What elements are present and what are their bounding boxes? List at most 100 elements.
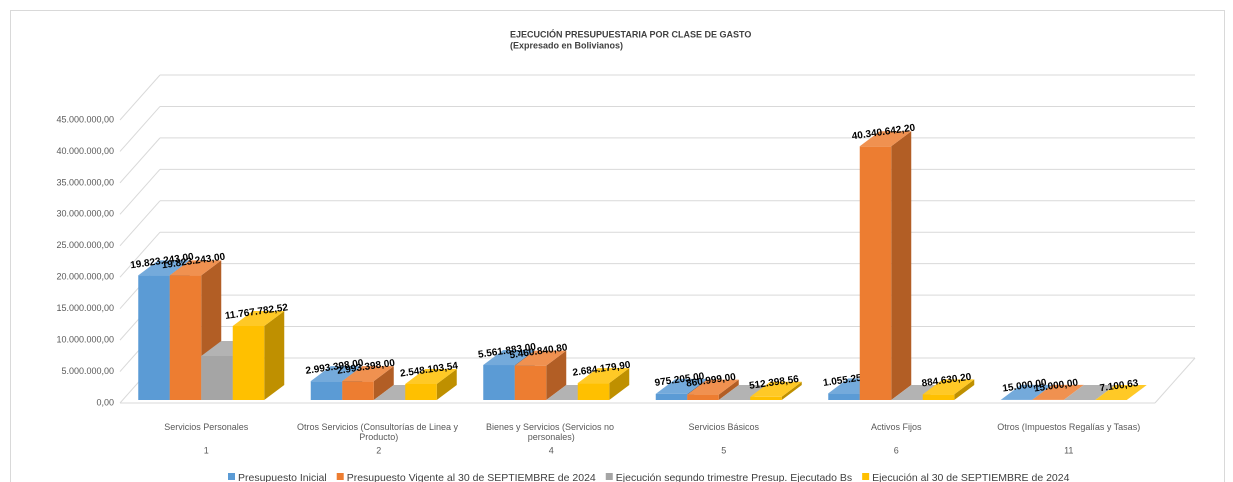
grid-line xyxy=(119,231,161,278)
bar-top xyxy=(483,350,535,366)
bar-side xyxy=(781,381,802,400)
bar xyxy=(1032,384,1084,400)
bar-top xyxy=(718,385,771,400)
bar xyxy=(1063,385,1116,400)
bar-top xyxy=(1095,384,1147,400)
grid-line xyxy=(119,200,161,247)
x-tick-label: Activos Fijos xyxy=(871,422,922,432)
y-tick-label: 45.000.000,00 xyxy=(56,114,114,124)
x-tick-line: Producto) xyxy=(359,432,398,442)
bar-side xyxy=(1063,384,1084,400)
bar xyxy=(922,379,975,400)
bar-top xyxy=(138,260,190,276)
floor-edge xyxy=(1154,357,1196,404)
chart-border xyxy=(10,10,1225,482)
x-tick-code: 4 xyxy=(549,445,554,455)
x-tick-label: Otros (Impuestos Regalías y Tasas) xyxy=(997,422,1140,432)
x-tick-code: 6 xyxy=(894,445,899,455)
y-tick-label: 35.000.000,00 xyxy=(56,177,114,187)
bar-front xyxy=(201,355,233,400)
bar-side xyxy=(436,368,457,400)
bar xyxy=(891,385,943,400)
bar-front xyxy=(483,365,515,400)
grid-line xyxy=(119,74,161,121)
bar-front xyxy=(828,393,860,400)
bar xyxy=(514,350,567,400)
bar-front xyxy=(577,383,610,400)
bar-top xyxy=(405,368,457,384)
bar-top xyxy=(310,366,363,382)
bar-front xyxy=(687,394,719,400)
bar-side xyxy=(546,350,567,400)
x-tick-line: personales) xyxy=(528,432,575,442)
bar-front xyxy=(514,365,547,400)
x-tick-line: Servicios Personales xyxy=(164,422,249,432)
grid-line xyxy=(119,169,161,215)
bar xyxy=(232,310,285,400)
x-tick-label: Otros Servicios (Consultorías de Linea y… xyxy=(297,422,461,442)
x-tick-label: Servicios Personales xyxy=(164,422,249,432)
bar-top xyxy=(169,260,222,276)
bar-side xyxy=(891,131,912,400)
chart-title: EJECUCIÓN PRESUPUESTARIA POR CLASE DE GA… xyxy=(510,28,751,39)
bar-top xyxy=(750,381,802,397)
grid-line xyxy=(119,137,161,184)
grid-line xyxy=(119,106,161,152)
legend-label: Ejecución al 30 de SEPTIEMBRE de 2024 xyxy=(872,472,1069,482)
bar-top xyxy=(232,310,285,326)
data-label: 7.100,63 xyxy=(1099,378,1140,394)
x-tick-code: 5 xyxy=(721,445,726,455)
y-tick-label: 10.000.000,00 xyxy=(56,334,114,344)
bar-side xyxy=(373,366,394,400)
bar xyxy=(687,379,739,400)
legend-swatch xyxy=(605,473,613,480)
bar-top xyxy=(342,366,394,382)
x-tick-label: Servicios Básicos xyxy=(688,422,759,432)
bar-top xyxy=(922,379,975,395)
bar-front xyxy=(750,396,782,400)
x-tick-line: Bienes y Servicios (Servicios no xyxy=(486,422,617,432)
bar-front xyxy=(232,325,265,400)
bar-top xyxy=(514,350,567,366)
y-tick-label: 25.000.000,00 xyxy=(56,240,114,250)
bar xyxy=(342,366,394,400)
y-tick-label: 40.000.000,00 xyxy=(56,146,114,156)
bar-front xyxy=(655,393,688,400)
x-tick-code: 11 xyxy=(1064,445,1073,455)
bar-side xyxy=(264,310,285,400)
legend-label: Presupuesto Vigente al 30 de SEPTIEMBRE … xyxy=(347,472,596,482)
bar-top xyxy=(687,379,739,395)
x-tick-label: Bienes y Servicios (Servicios no persona… xyxy=(486,422,617,442)
x-tick-line: Servicios Básicos xyxy=(688,422,759,432)
bar-side xyxy=(718,379,739,400)
y-tick-label: 15.000.000,00 xyxy=(56,303,114,313)
legend-swatch xyxy=(862,473,870,480)
bar-front xyxy=(342,381,374,400)
x-tick-line: Activos Fijos xyxy=(871,422,922,432)
bar-top xyxy=(655,378,708,394)
bar-top xyxy=(1063,385,1116,400)
bar-front xyxy=(138,275,170,400)
bar-side xyxy=(1126,384,1147,400)
y-tick-label: 30.000.000,00 xyxy=(56,209,114,219)
bar-side xyxy=(954,379,975,400)
chart-subtitle: (Expresado en Bolivianos) xyxy=(510,40,623,50)
bar xyxy=(405,368,457,400)
x-tick-code: 2 xyxy=(376,445,381,455)
y-tick-label: 20.000.000,00 xyxy=(56,272,114,282)
x-tick-line: Otros Servicios (Consultorías de Linea y xyxy=(297,422,461,432)
bar xyxy=(577,368,630,400)
legend-label: Ejecución segundo trimestre Presup. Ejec… xyxy=(616,472,852,482)
x-tick-line: Otros (Impuestos Regalías y Tasas) xyxy=(997,422,1140,432)
bar-front xyxy=(310,381,343,400)
bar-top xyxy=(859,131,912,147)
legend-label: Presupuesto Inicial xyxy=(238,472,327,482)
legend-swatch xyxy=(228,473,235,480)
y-tick-label: 0,00 xyxy=(96,397,114,407)
bar xyxy=(750,381,802,400)
bar-side xyxy=(609,368,630,400)
bar-front xyxy=(859,146,892,400)
bar-top xyxy=(1032,384,1084,400)
bar xyxy=(718,385,771,400)
